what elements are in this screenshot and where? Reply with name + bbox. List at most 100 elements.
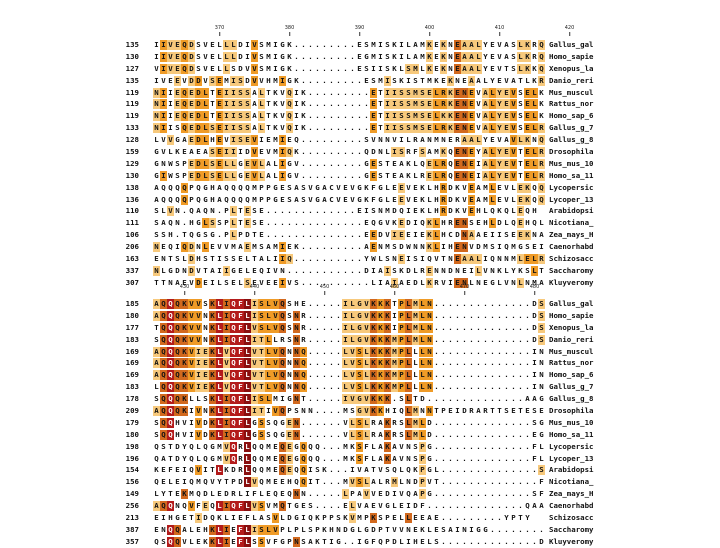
residue-cell: G [280,429,285,439]
residue-cell: . [315,370,320,380]
residue-cell: E [448,405,453,415]
residue-cell: Y [483,51,488,61]
residue-cell: E [188,170,195,181]
residue-cell: . [476,358,481,368]
residue-cell: S [398,123,405,134]
residue-cell: L [475,63,482,74]
residue-cell: S [161,536,166,546]
residue-cell: F [364,453,369,463]
residue-cell: . [336,277,341,287]
residue-cell: . [455,453,460,463]
residue-cell: . [315,405,320,415]
residue-cell: L [427,524,432,534]
alignment-row: 169 A Q Q Q K V I E K L V Q F L V T L V Q N N Q..... L V S L K K K M P L… [117,369,594,381]
residue-cell: Q [167,334,174,345]
residue-cell: S [441,524,446,534]
residue-cell: S [237,111,244,122]
residue-cell: . [322,489,327,499]
residue-cell: D [406,265,411,275]
residue-cell: L [504,265,509,275]
residue-cell: . [343,75,348,85]
residue-cell: Q [300,465,307,476]
species-label: Arabidopsi [549,465,594,475]
residue-cell: H [525,218,530,228]
residue-cell: V [251,501,258,512]
residue-cell: . [504,310,509,320]
residue-cell: . [525,370,530,380]
residue-cell: K [181,298,188,309]
residue-cell: S [511,51,516,61]
residue-cell: . [462,394,467,404]
residue-cell: S [419,123,426,134]
residue-cell: . [315,253,320,263]
residue-cell: V [462,182,467,192]
residue-cell: E [503,123,510,134]
residue-cell: S [518,111,523,121]
residue-cell: . [490,334,495,344]
residue-cell: . [329,358,334,368]
residue-cell: V [188,346,195,357]
residue-cell: K [426,39,433,50]
residue-cell: E [370,170,377,181]
residue-cell: E [259,206,264,216]
residue-cell: . [497,370,502,380]
residue-cell: . [511,536,516,546]
residue-cell: . [469,382,474,392]
residue-cell: K [384,429,391,440]
residue-cell: Q [154,453,159,463]
residue-cell: . [518,477,523,487]
ruler-tick-label: 410 [494,25,505,36]
residue-cell: S [203,230,208,240]
residue-cell: L [399,536,404,546]
residue-cell: . [329,441,334,451]
residue-cell: N [293,382,300,393]
residue-cell: . [308,417,313,427]
residue-cell: L [385,194,390,204]
residue-cell: E [370,111,377,122]
residue-cell: K [384,370,391,381]
residue-cell: . [336,75,341,85]
residue-cell: . [483,429,488,439]
residue-cell: . [427,501,432,511]
residue-cell: I [371,63,376,73]
alignment-row: 135 I V E E V D D V S E M I S D V V H M I G K......... E S M I S K I… [117,75,594,87]
alignment-row: 180 S Q Q H V I V D K L I Q F L G S S Q G E N...... V L S L R A K R S L… [117,429,594,441]
residue-cell: . [490,346,495,356]
residue-cell: V [259,277,264,287]
alignment-block-bottom: 430 440 450 460 470 480 185 A Q Q Q K V V S K L I Q F L I S L V… [117,284,594,548]
residue-cell: L [189,524,194,534]
residue-cell: A [182,135,187,145]
residue-cell: L [531,99,538,110]
residue-cell: . [315,277,320,287]
residue-cell: D [245,146,250,156]
residue-start-number: 180 [125,429,139,439]
residue-cell: I [160,99,167,110]
residue-cell: . [483,334,488,344]
residue-cell: G [294,501,299,511]
alignment-row: 177 T Q Q Q K V V N K L I Q F L V S L V Q S N R..... I L G V K K K I P L… [117,322,594,334]
residue-cell: E [462,265,467,275]
residue-cell: D [188,51,195,62]
residue-cell: K [370,512,377,523]
residue-cell: M [266,63,271,73]
residue-cell: L [245,253,250,263]
residue-cell: C [448,230,453,240]
residue-cell: I [455,405,460,415]
residue-cell: . [518,334,523,344]
residue-cell: P [294,524,299,534]
residue-cell: Q [160,405,167,416]
residue-start-number: 130 [125,51,139,61]
residue-cell: . [217,230,222,240]
residue-cell: G [175,512,180,522]
residue-cell: K [294,75,299,85]
residue-cell: . [504,477,509,487]
residue-cell: E [524,146,531,157]
residue-cell: Q [300,370,307,381]
residue-cell: Q [167,405,174,416]
residue-cell: Q [279,310,286,321]
residue-cell: E [364,230,369,240]
residue-cell: I [223,111,230,122]
residue-cell: D [413,501,418,511]
